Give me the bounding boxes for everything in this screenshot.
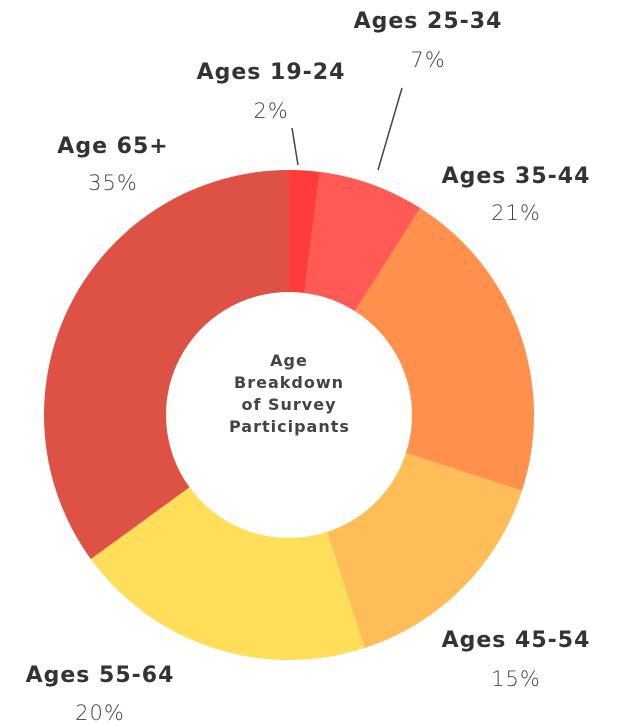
value-label: 21% (491, 201, 541, 225)
leader-line (291, 127, 299, 166)
slice-label: Ages 19-24 (197, 60, 346, 85)
donut-slice (289, 170, 320, 293)
value-label: 7% (410, 48, 445, 72)
leader-line (377, 87, 403, 171)
slice-label: Ages 25-34 (354, 9, 503, 34)
value-label: 2% (253, 99, 288, 123)
value-label: 35% (88, 171, 138, 195)
slice-label: Ages 35-44 (442, 164, 591, 189)
slice-label: Ages 45-54 (442, 628, 591, 653)
value-label: 20% (75, 701, 125, 724)
donut-slice (327, 453, 523, 649)
value-label: 15% (491, 667, 541, 691)
donut-slice (354, 208, 534, 491)
chart-title: Age Breakdown of Survey Participants (229, 351, 350, 436)
donut-slice (304, 171, 421, 312)
donut-slice (44, 170, 290, 560)
slice-label: Age 65+ (57, 134, 168, 159)
slice-label: Ages 55-64 (26, 663, 175, 688)
donut-slice (90, 487, 365, 660)
